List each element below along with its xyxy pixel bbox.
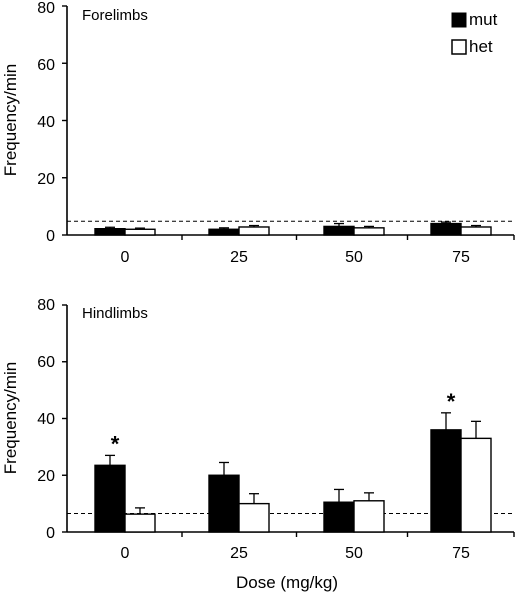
bar-het	[353, 227, 385, 236]
bar-mut	[430, 429, 462, 533]
y-tick-label: 80	[37, 0, 55, 17]
bar-mut	[430, 222, 462, 236]
y-tick-label: 0	[46, 228, 55, 245]
bar-mut	[94, 464, 126, 533]
y-tick-label: 40	[37, 411, 55, 428]
y-tick-label: 60	[37, 354, 55, 371]
bar-mut	[208, 474, 240, 533]
x-tick-label: 25	[230, 249, 248, 266]
bar-het	[353, 500, 385, 533]
bar-het	[124, 228, 156, 236]
panel-title-hindlimbs: Hindlimbs	[82, 305, 148, 322]
x-tick-label: 50	[345, 249, 363, 266]
legend-label-mut: mut	[469, 10, 498, 29]
bar-het	[238, 502, 270, 533]
y-axis-label-forelimbs: Frequency/min	[1, 64, 20, 176]
y-tick-label: 80	[37, 297, 55, 314]
bar-het	[238, 226, 270, 236]
bar-mut	[94, 228, 126, 236]
bar-mut	[323, 501, 355, 533]
legend: mut het	[451, 10, 498, 56]
y-tick-label: 40	[37, 114, 55, 131]
bar-het	[460, 437, 492, 533]
y-axis-label-hindlimbs: Frequency/min	[1, 362, 20, 474]
y-tick-label: 60	[37, 57, 55, 74]
y-tick-label: 20	[37, 171, 55, 188]
y-tick-label: 0	[46, 525, 55, 542]
bar-mut	[208, 228, 240, 236]
forelimbs-panel: Forelimbs Frequency/min mut het 0 20 40 60 8…	[1, 0, 515, 266]
significance-star: *	[111, 431, 120, 456]
hindlimbs-panel: Hindlimbs Frequency/min Dose (mg/kg) 0 20…	[1, 297, 515, 592]
bar-het	[124, 513, 156, 533]
x-tick-label: 0	[121, 545, 130, 562]
x-tick-label: 75	[452, 249, 470, 266]
x-tick-label: 75	[452, 545, 470, 562]
x-tick-label: 0	[121, 249, 130, 266]
bar-mut	[323, 225, 355, 236]
panel-title-forelimbs: Forelimbs	[82, 7, 148, 24]
x-axis-title: Dose (mg/kg)	[236, 573, 338, 592]
bar-het	[460, 226, 492, 236]
significance-star: *	[447, 389, 456, 414]
y-tick-label: 20	[37, 468, 55, 485]
x-tick-label: 50	[345, 545, 363, 562]
x-tick-label: 25	[230, 545, 248, 562]
legend-label-het: het	[469, 37, 493, 56]
legend-swatch-mut	[451, 12, 467, 28]
legend-swatch-het	[451, 39, 467, 55]
